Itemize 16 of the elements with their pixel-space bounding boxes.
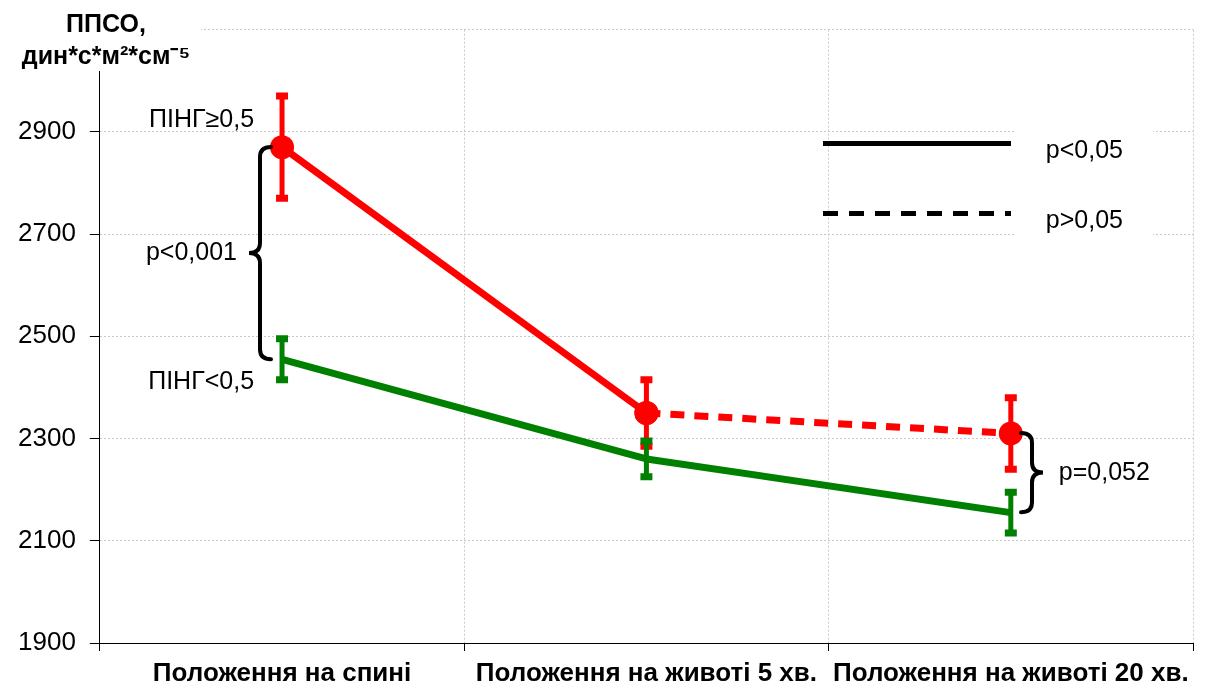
annotation: p=0,052 — [1058, 456, 1150, 485]
y-axis-title: ППСО, дин*с*м²*см⁻⁵ — [11, 7, 201, 71]
y-tick-label: 2900 — [18, 115, 76, 146]
x-tick-label: Положення на животі 5 хв. — [475, 657, 818, 688]
y-tick-label: 2100 — [18, 523, 76, 554]
y-tick-label: 2500 — [18, 319, 76, 350]
y-tick-label: 1900 — [18, 626, 76, 657]
y-tick-label: 2300 — [18, 421, 76, 452]
x-tick-label: Положення на животі 20 хв. — [832, 657, 1189, 688]
annotation: p<0,001 — [145, 237, 238, 266]
series-label: ПІНГ<0,5 — [148, 366, 255, 395]
series-label: ПІНГ≥0,5 — [149, 104, 255, 133]
y-tick-label: 2700 — [18, 217, 76, 248]
x-tick-label: Положення на спині — [152, 657, 412, 688]
annotation: p>0,05 — [1045, 205, 1124, 234]
annotation: p<0,05 — [1045, 135, 1124, 164]
